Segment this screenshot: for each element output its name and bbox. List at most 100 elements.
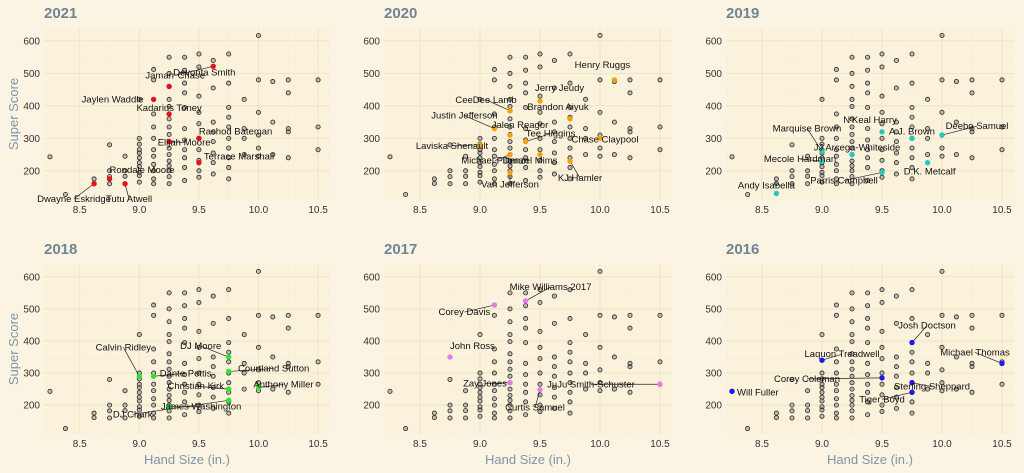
data-point [567, 410, 573, 416]
data-point [210, 405, 216, 411]
data-point [447, 415, 453, 421]
x-tick-label: 9.5 [875, 439, 889, 450]
data-point [925, 332, 931, 338]
data-point [537, 51, 543, 57]
data-point [819, 404, 825, 410]
point-label: Michael Thomas [940, 347, 1010, 358]
data-point [833, 124, 839, 130]
data-point [537, 402, 543, 408]
data-point [537, 328, 543, 334]
data-point [315, 124, 321, 130]
data-point [567, 370, 573, 376]
data-point [939, 367, 945, 373]
data-point [507, 116, 513, 122]
x-tick-label: 8.5 [413, 205, 427, 216]
data-point [657, 359, 663, 365]
data-point [893, 119, 899, 125]
data-point [477, 389, 483, 395]
data-point [107, 181, 113, 187]
data-point [166, 96, 172, 102]
data-point [210, 320, 216, 326]
data-point [196, 392, 202, 398]
y-tick-label: 400 [363, 336, 380, 347]
point-label: Michael Pittman [461, 156, 529, 167]
data-point [447, 142, 453, 148]
data-point [182, 381, 188, 387]
data-point [969, 155, 975, 161]
data-point [241, 332, 247, 338]
data-point [285, 389, 291, 395]
point-label: Dwayne Eskridge [37, 194, 111, 205]
data-point [151, 176, 157, 182]
point-label: Sterling Sheppard [894, 382, 970, 393]
point-label: Laviska Shenault [416, 141, 489, 152]
data-point [196, 51, 202, 57]
highlight-point [447, 354, 453, 360]
data-point [210, 139, 216, 145]
label-leader [258, 384, 284, 388]
highlight-point [226, 397, 232, 404]
data-point [583, 370, 589, 376]
data-point [507, 386, 513, 392]
data-point [285, 312, 291, 318]
data-point [537, 93, 543, 99]
data-point [182, 126, 188, 132]
data-point [551, 384, 557, 390]
data-point [196, 121, 202, 127]
data-point [551, 293, 557, 299]
label-leader [534, 389, 541, 408]
data-point [226, 340, 232, 346]
data-point [491, 181, 497, 187]
data-point [833, 312, 839, 318]
data-point [166, 386, 172, 392]
data-point [999, 124, 1005, 130]
data-point [182, 316, 188, 322]
data-point [611, 354, 617, 360]
point-label: Mike Williams 2017 [510, 282, 592, 293]
data-point [833, 388, 839, 394]
data-point [166, 174, 172, 180]
data-point [151, 302, 157, 308]
data-point [537, 356, 543, 362]
data-point [789, 168, 795, 174]
data-point [805, 408, 811, 414]
data-point [507, 351, 513, 357]
point-label: CeeDee Lamb [455, 95, 516, 106]
data-point [136, 147, 142, 153]
label-leader [974, 352, 1003, 364]
data-point [136, 413, 142, 419]
data-point [182, 412, 188, 418]
data-point [537, 109, 543, 115]
data-point [567, 399, 573, 405]
data-point [166, 332, 172, 338]
data-point [865, 105, 871, 111]
data-point [136, 96, 142, 102]
point-label: Mecole Hardman [764, 154, 836, 165]
data-point [255, 32, 261, 38]
data-point [122, 153, 128, 159]
data-point [107, 376, 113, 382]
data-point [865, 126, 871, 132]
label-leader [806, 377, 883, 380]
data-point [226, 316, 232, 322]
data-point [537, 168, 543, 174]
highlight-point [909, 389, 915, 396]
data-point [166, 290, 172, 296]
point-label: Dante Pettis [160, 368, 212, 379]
label-leader [200, 345, 229, 358]
data-point [491, 67, 497, 73]
data-point [909, 51, 915, 57]
data-point [657, 312, 663, 318]
data-point [315, 147, 321, 153]
x-tick-label: 10.0 [932, 205, 952, 216]
data-point [491, 176, 497, 182]
data-point [166, 319, 172, 325]
data-point [969, 77, 975, 83]
panel-title: 2018 [44, 241, 77, 258]
data-point [523, 360, 529, 366]
highlight-point [477, 142, 483, 148]
data-point [107, 142, 113, 148]
data-point [865, 325, 871, 331]
data-point [523, 303, 529, 309]
data-point [627, 389, 633, 395]
